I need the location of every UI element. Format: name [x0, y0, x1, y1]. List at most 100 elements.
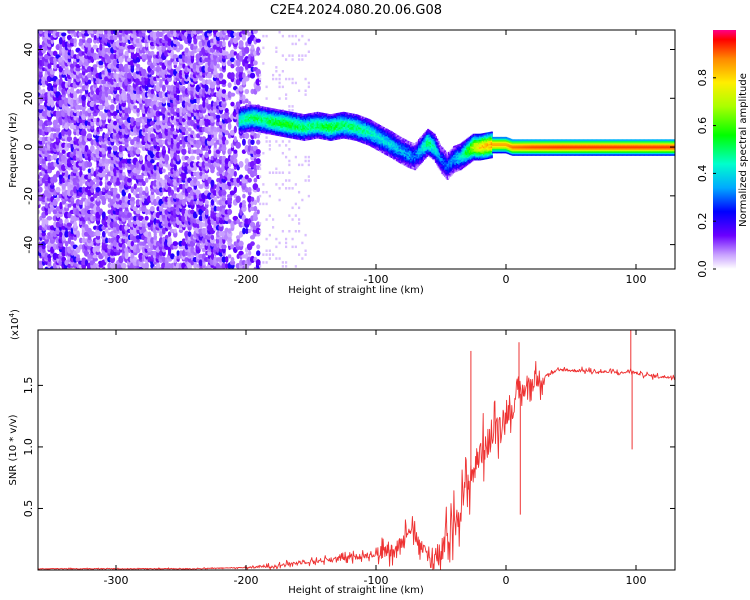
spectrogram-noise-cell [227, 122, 232, 131]
spectrogram-noise-cell [56, 196, 60, 202]
spectrogram-noise-cell [78, 159, 84, 164]
spectrogram-noise-cell [101, 211, 106, 219]
spectrogram-noise-cell [275, 237, 278, 241]
spectrogram-noise-cell [84, 174, 90, 180]
spectrogram-noise-cell [44, 165, 49, 170]
spectrogram-noise-cell [144, 177, 149, 183]
spectrogram-noise-cell [41, 218, 46, 225]
spectrogram-noise-cell [38, 89, 43, 94]
spectrogram-noise-cell [307, 159, 310, 163]
spectrogram-noise-cell [230, 101, 235, 107]
spectrogram-noise-cell [81, 237, 86, 244]
spectrogram-noise-cell [90, 66, 95, 72]
spectrogram-noise-cell [178, 44, 184, 51]
spectrogram-noise-cell [253, 205, 258, 212]
spectrogram-noise-cell [233, 170, 237, 177]
spectrogram-noise-cell [76, 230, 80, 238]
spectrogram-noise-cell [291, 237, 294, 241]
spectrogram-noise-cell [224, 139, 229, 145]
spectrogram-noise-cell [144, 262, 149, 269]
spectrogram-noise-cell [79, 237, 83, 244]
spectrogram-noise-cell [259, 175, 262, 178]
spectrogram-noise-cell [262, 202, 265, 206]
spectrogram-noise-cell [72, 111, 78, 117]
spectrogram-noise-cell [93, 205, 98, 213]
spectrogram-noise-cell [96, 196, 100, 202]
spectrogram-noise-cell [96, 126, 100, 133]
spectrogram-noise-cell [86, 161, 93, 168]
spectrogram-noise-cell [265, 190, 268, 194]
spectrogram-noise-cell [162, 145, 166, 152]
spectrogram-noise-cell [281, 183, 284, 186]
spectrogram-noise-cell [278, 241, 281, 245]
spectrogram-noise-cell [207, 149, 212, 155]
spectrogram-noise-cell [301, 241, 304, 245]
spectrogram-noise-cell [291, 245, 294, 249]
spectrogram-noise-cell [101, 46, 106, 54]
spectrogram-noise-cell [307, 38, 310, 42]
spectrogram-noise-cell [38, 262, 44, 269]
spectrogram-noise-cell [291, 206, 294, 210]
spectrogram-noise-cell [307, 81, 310, 85]
spectrogram-noise-cell [265, 237, 268, 241]
spectrogram-noise-cell [167, 236, 172, 245]
spectrogram-noise-cell [38, 260, 43, 265]
spectrogram-noise-cell [85, 180, 89, 186]
spectrogram-noise-cell [98, 30, 104, 35]
spectrogram-noise-cell [90, 167, 94, 175]
spectrogram-noise-cell [256, 244, 261, 250]
spectrogram-noise-cell [39, 176, 43, 184]
spectrogram-noise-cell [288, 148, 291, 151]
spectrogram-noise-cell [104, 101, 109, 107]
spectrogram-noise-cell [288, 214, 291, 217]
spectrogram-noise-cell [278, 85, 281, 89]
spectrogram-noise-cell [278, 30, 281, 34]
spectrogram-noise-cell [259, 265, 262, 268]
spectrogram-noise-cell [81, 194, 87, 199]
spectrogram-noise-cell [307, 50, 310, 53]
spectrogram-noise-cell [241, 138, 246, 146]
spectrogram-noise-cell [265, 136, 268, 139]
spectrogram-noise-cell [307, 163, 310, 167]
spectrogram-noise-cell [285, 265, 288, 268]
spectrogram-noise-cell [259, 73, 262, 77]
spectrogram-noise-cell [110, 104, 115, 111]
spectrogram-noise-cell [262, 34, 265, 38]
spectrogram-noise-cell [291, 218, 294, 221]
spectrogram-noise-cell [70, 49, 75, 58]
spectrogram-noise-cell [275, 140, 278, 143]
spectrogram-noise-cell [235, 141, 241, 149]
spectrogram-noise-cell [164, 154, 170, 162]
spectrogram-noise-cell [49, 184, 55, 189]
spectrogram-noise-cell [46, 82, 53, 88]
spectrogram-noise-cell [252, 30, 258, 34]
spectrogram-noise-cell [196, 155, 200, 161]
spectrogram-noise-cell [272, 218, 275, 221]
spectrogram-noise-cell [39, 186, 43, 193]
spectrogram-noise-cell [298, 206, 301, 210]
spectrogram-noise-cell [294, 155, 297, 159]
spectrogram-noise-cell [90, 119, 95, 127]
spectrogram-noise-cell [64, 97, 70, 105]
spectrogram-noise-cell [288, 159, 291, 163]
spectrogram-noise-cell [49, 70, 55, 75]
spectrogram-noise-cell [107, 244, 112, 250]
spectrogram-noise-cell [291, 105, 294, 108]
spectrogram-noise-cell [76, 129, 81, 136]
spectrogram-noise-cell [285, 97, 288, 100]
spectrogram-noise-cell [104, 165, 109, 170]
spectrogram-noise-cell [86, 37, 93, 44]
spectrogram-noise-cell [102, 266, 106, 269]
spectrogram-noise-cell [265, 218, 268, 221]
spectrogram-noise-cell [304, 249, 307, 252]
spectrogram-noise-cell [86, 66, 93, 73]
spectrogram-noise-cell [268, 233, 271, 237]
spectrogram-noise-cell [256, 139, 261, 145]
spectrogram-noise-cell [93, 262, 98, 269]
spectrogram-noise-cell [90, 114, 95, 119]
spectrogram-noise-cell [86, 73, 93, 79]
spectrogram-noise-cell [221, 89, 227, 94]
spectrogram-noise-cell [265, 85, 268, 89]
spectrogram-noise-cell [75, 67, 81, 72]
spectrogram-noise-cell [281, 171, 284, 174]
